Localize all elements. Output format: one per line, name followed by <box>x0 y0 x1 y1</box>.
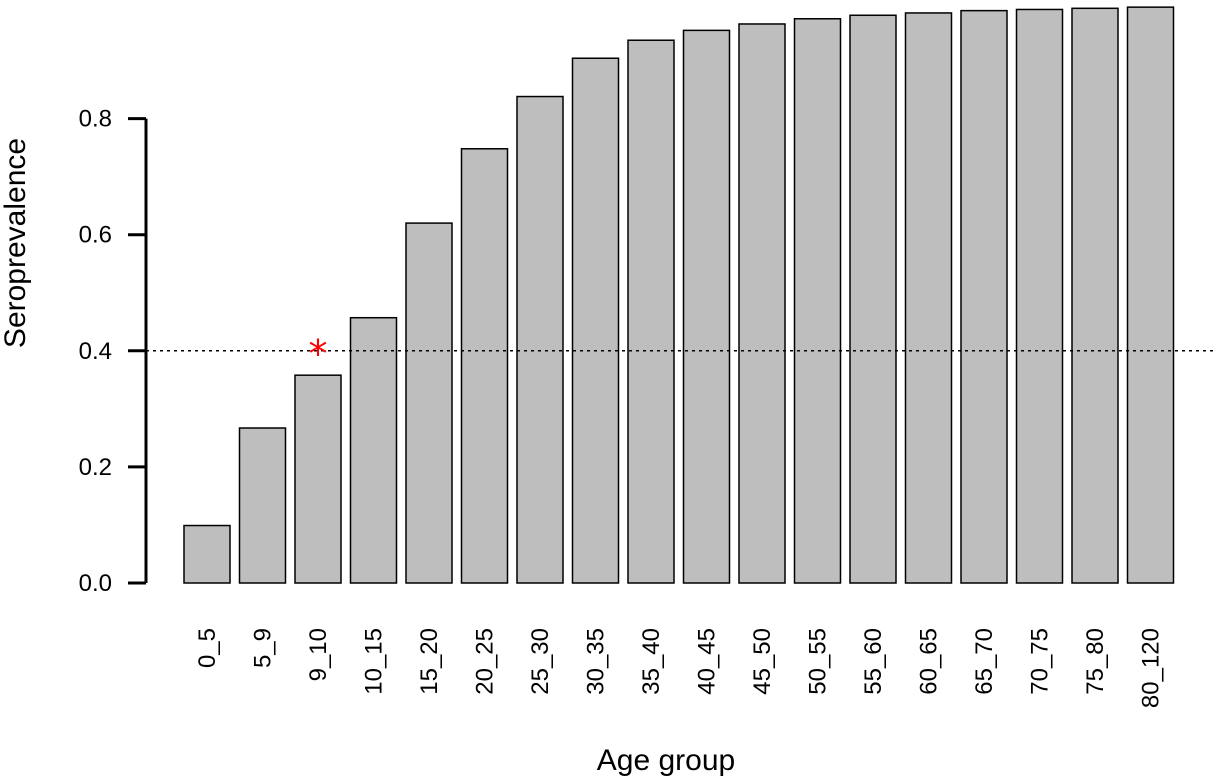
y-tick-label: 0.6 <box>79 222 112 249</box>
x-tick-labels: 0_5 5_9 9_10 10_15 15_20 20_25 25_30 30_35 35_40… <box>194 628 1165 708</box>
bar <box>849 14 897 584</box>
y-tick-label: 0.4 <box>79 338 112 365</box>
bar <box>627 39 675 584</box>
bar <box>1015 8 1064 584</box>
bar <box>682 29 731 584</box>
y-axis-title: Seroprevalence <box>0 138 32 348</box>
bar <box>238 427 287 584</box>
x-tick-label: 50_55 <box>805 628 832 695</box>
x-tick-label: 25_30 <box>527 628 554 695</box>
bar <box>571 57 620 584</box>
x-tick-label: 30_35 <box>583 628 610 695</box>
y-axis: 0.0 0.2 0.4 0.6 0.8 <box>79 106 148 597</box>
y-tick-label: 0.8 <box>79 106 112 133</box>
highlight-marker: * <box>309 332 328 376</box>
x-tick-label: 70_75 <box>1027 628 1054 695</box>
x-tick-label: 40_45 <box>694 628 721 695</box>
bar <box>294 374 342 584</box>
x-tick-label: 75_80 <box>1082 628 1109 695</box>
bar <box>960 9 1008 584</box>
x-tick-label: 15_20 <box>416 628 443 695</box>
x-tick-label: 20_25 <box>472 628 499 695</box>
bar <box>460 148 509 584</box>
x-tick-label: 9_10 <box>305 628 332 681</box>
x-tick-label: 10_15 <box>361 628 388 695</box>
bar <box>1126 6 1175 584</box>
x-tick-label: 0_5 <box>194 628 221 668</box>
x-tick-label: 65_70 <box>971 628 998 695</box>
y-tick-label: 0.0 <box>79 570 112 597</box>
x-tick-label: 35_40 <box>638 628 665 695</box>
bar <box>516 95 564 584</box>
bar <box>738 23 786 584</box>
bar <box>793 18 842 584</box>
x-axis-title: Age group <box>597 744 735 777</box>
bar <box>349 316 398 584</box>
bars <box>183 6 1175 584</box>
bar <box>183 524 231 584</box>
bar <box>405 222 453 584</box>
y-tick-label: 0.2 <box>79 454 112 481</box>
x-tick-label: 5_9 <box>250 628 277 668</box>
x-tick-label: 60_65 <box>916 628 943 695</box>
bar <box>904 12 953 584</box>
x-tick-label: 80_120 <box>1138 628 1165 708</box>
x-tick-label: 45_50 <box>749 628 776 695</box>
x-tick-label: 55_60 <box>860 628 887 695</box>
bar <box>1071 7 1119 584</box>
